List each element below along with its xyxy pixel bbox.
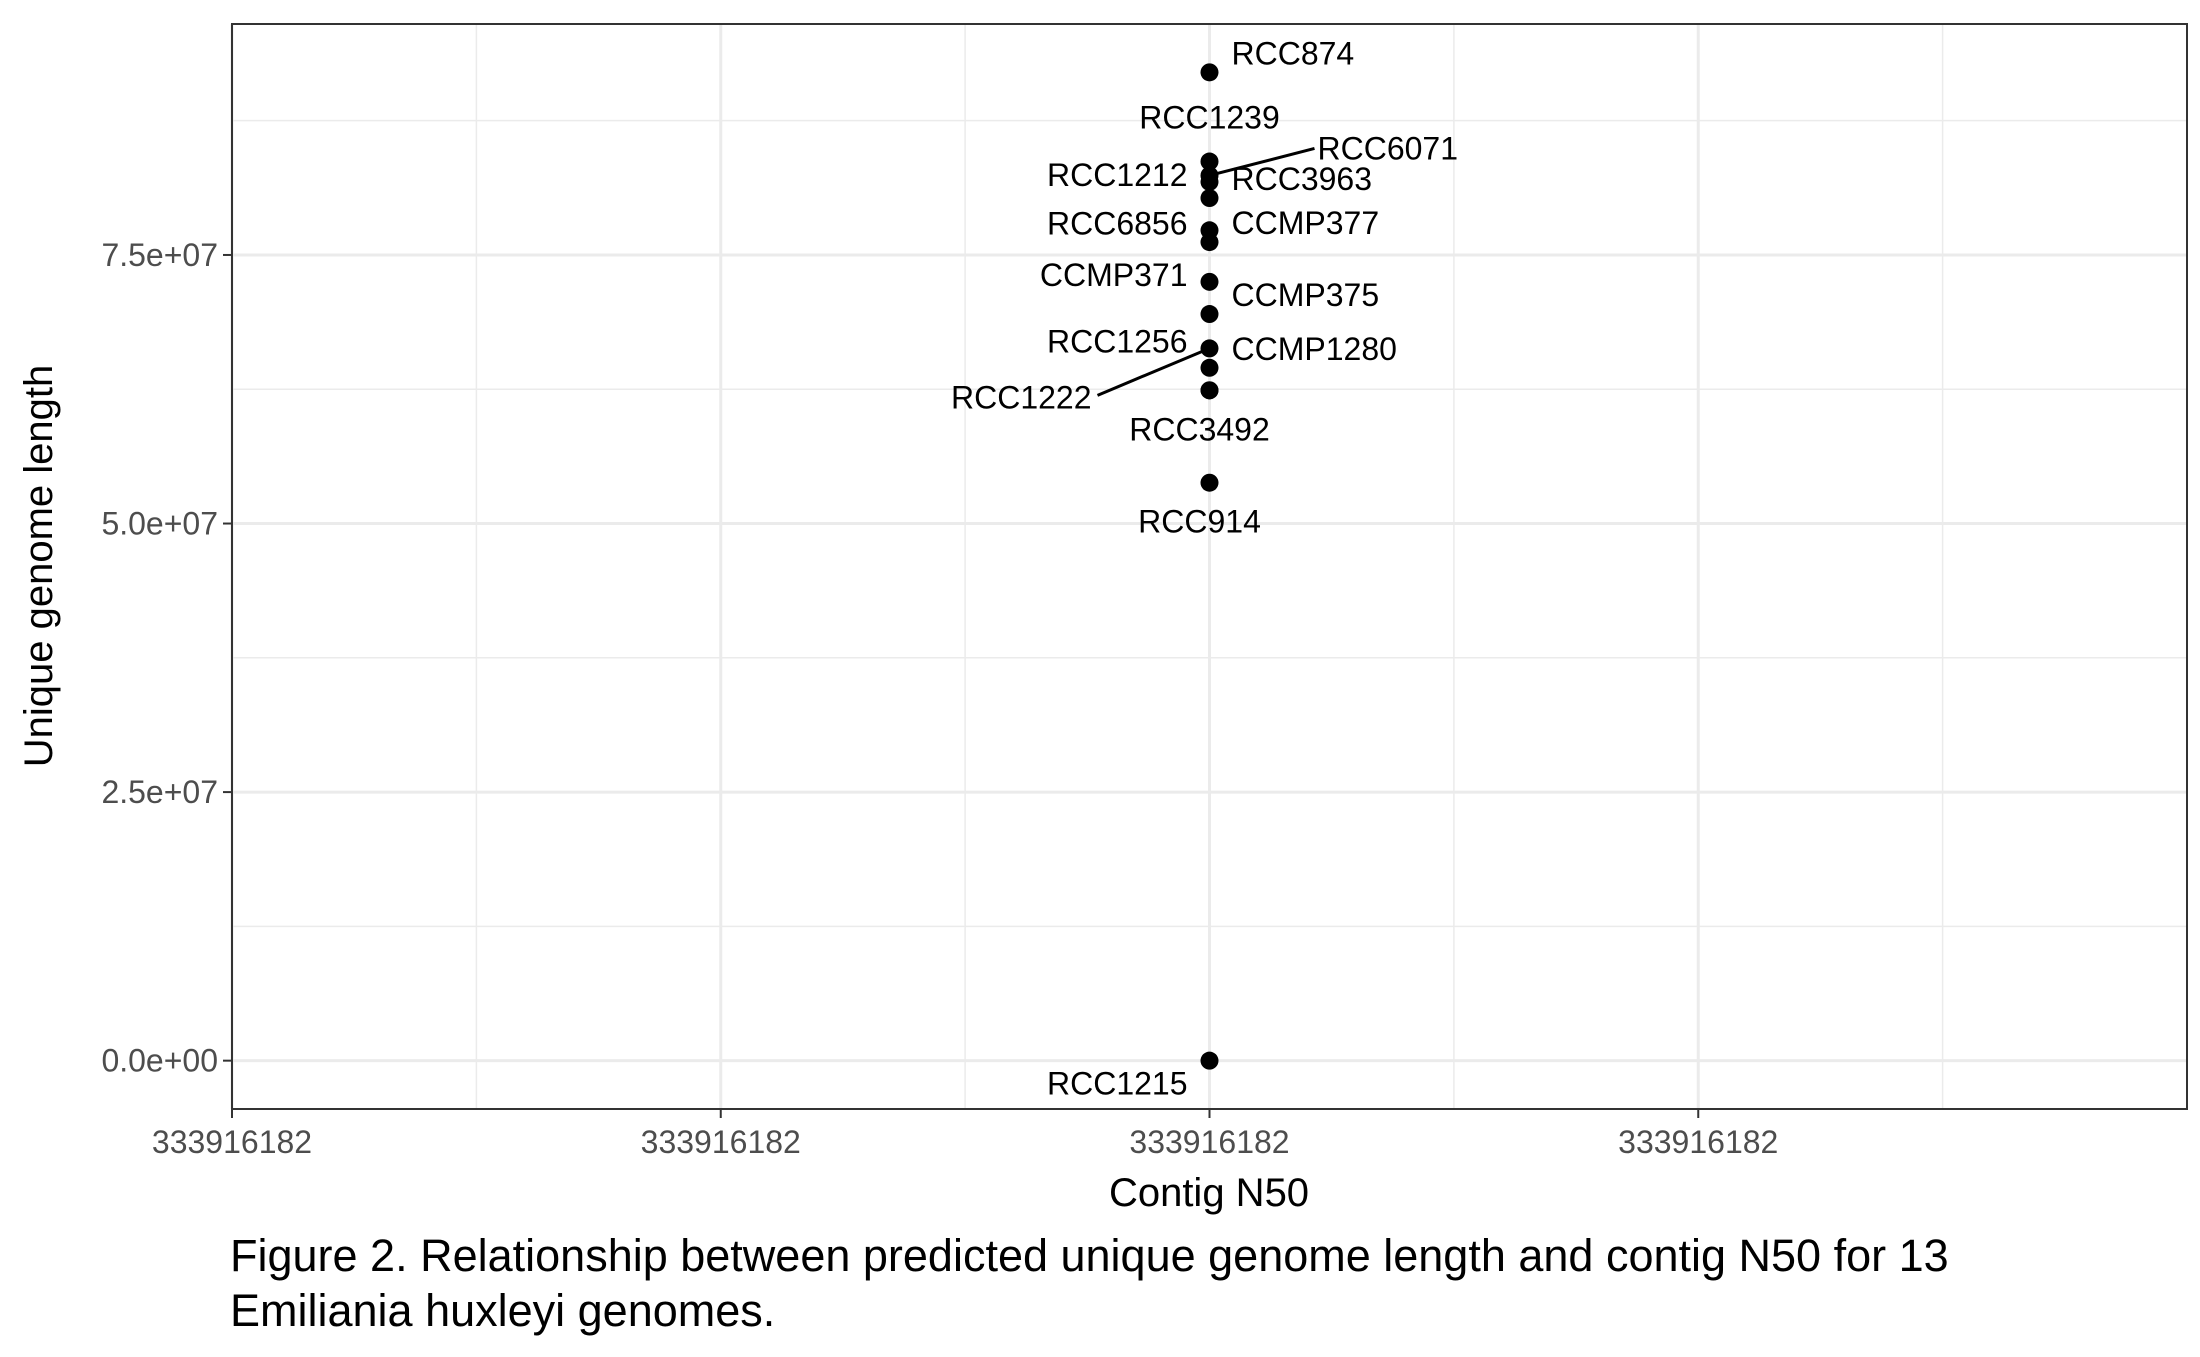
point-label: RCC6071 bbox=[1318, 130, 1459, 166]
x-tick-label: 333916182 bbox=[1129, 1124, 1289, 1160]
point-label: RCC3492 bbox=[1129, 411, 1270, 447]
y-tick-label: 2.5e+07 bbox=[101, 774, 218, 810]
y-axis-title: Unique genome length bbox=[17, 365, 61, 768]
data-point bbox=[1200, 473, 1219, 492]
data-point bbox=[1200, 358, 1219, 377]
data-point bbox=[1200, 1051, 1219, 1070]
point-label: RCC874 bbox=[1232, 35, 1355, 71]
point-label: RCC3963 bbox=[1232, 161, 1373, 197]
x-tick-label: 333916182 bbox=[1618, 1124, 1778, 1160]
label-leader-lines bbox=[1096, 147, 1315, 397]
point-label: CCMP375 bbox=[1232, 277, 1380, 313]
y-tick-label: 5.0e+07 bbox=[101, 506, 218, 542]
x-axis-title: Contig N50 bbox=[1109, 1171, 1309, 1215]
data-point bbox=[1200, 305, 1219, 324]
point-label: CCMP377 bbox=[1232, 205, 1380, 241]
data-points bbox=[1200, 63, 1219, 1070]
point-label: RCC1212 bbox=[1047, 157, 1188, 193]
point-label: RCC1222 bbox=[951, 379, 1092, 415]
data-point bbox=[1200, 63, 1219, 82]
x-tick-label: 333916182 bbox=[152, 1124, 312, 1160]
point-label: RCC1256 bbox=[1047, 323, 1188, 359]
point-label: RCC6856 bbox=[1047, 205, 1188, 241]
data-point bbox=[1200, 272, 1219, 291]
x-tick-label: 333916182 bbox=[641, 1124, 801, 1160]
point-label: RCC1239 bbox=[1139, 100, 1280, 136]
point-label: RCC914 bbox=[1138, 504, 1261, 540]
point-labels: RCC874 RCC1239 RCC6071 RCC1212 RCC3963 RCC685… bbox=[951, 35, 1458, 1101]
label-leader-line bbox=[1209, 147, 1315, 177]
y-tick-label: 7.5e+07 bbox=[101, 237, 218, 273]
scatter-chart: 0.0e+00 2.5e+07 5.0e+07 7.5e+07 333916182 333… bbox=[17, 23, 2188, 1215]
data-point bbox=[1200, 381, 1219, 400]
data-point bbox=[1200, 189, 1219, 208]
data-point bbox=[1200, 172, 1219, 191]
data-point bbox=[1200, 339, 1219, 358]
point-label: CCMP371 bbox=[1040, 257, 1188, 293]
label-leader-line bbox=[1096, 346, 1211, 397]
figure-caption: Figure 2. Relationship between predicted… bbox=[230, 1230, 1949, 1336]
data-point bbox=[1200, 152, 1219, 171]
axes: 0.0e+00 2.5e+07 5.0e+07 7.5e+07 333916182 333… bbox=[101, 237, 1778, 1160]
point-label: RCC1215 bbox=[1047, 1066, 1188, 1102]
y-tick-label: 0.0e+00 bbox=[101, 1043, 218, 1079]
point-label: CCMP1280 bbox=[1232, 331, 1397, 367]
data-point bbox=[1200, 233, 1219, 252]
